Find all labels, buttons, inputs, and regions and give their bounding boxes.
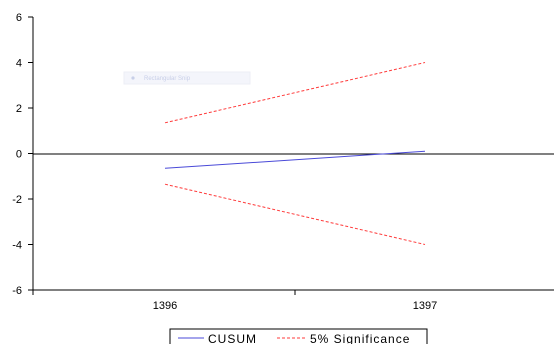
x-tick-label: 1396 (153, 300, 177, 312)
legend-label-cusum: CUSUM (208, 332, 257, 344)
y-tick-label: -4 (12, 240, 22, 252)
y-ticks: -6 -4 -2 0 2 4 6 (12, 12, 33, 297)
y-tick-label: 2 (16, 103, 22, 115)
series-line-cusum (164, 150, 426, 169)
x-tick-label: 1397 (413, 300, 437, 312)
x-ticks: 1396 1397 (32, 290, 437, 312)
snip-label: Rectangular Snip (144, 76, 191, 82)
legend-box (169, 328, 428, 344)
y-tick-label: -6 (12, 285, 22, 297)
rectangular-snip-overlay: Rectangular Snip (123, 71, 251, 85)
y-tick-label: 0 (16, 149, 22, 161)
snip-icon (131, 76, 135, 80)
legend: CUSUM 5% Significance (169, 328, 428, 344)
y-tick-label: 6 (16, 12, 22, 24)
y-tick-label: 4 (16, 58, 22, 70)
series-line-upper-significance (164, 62, 426, 124)
legend-label-significance: 5% Significance (310, 332, 410, 344)
series-line-lower-significance (164, 183, 426, 245)
y-tick-label: -2 (12, 194, 22, 206)
series-layer (164, 62, 426, 245)
